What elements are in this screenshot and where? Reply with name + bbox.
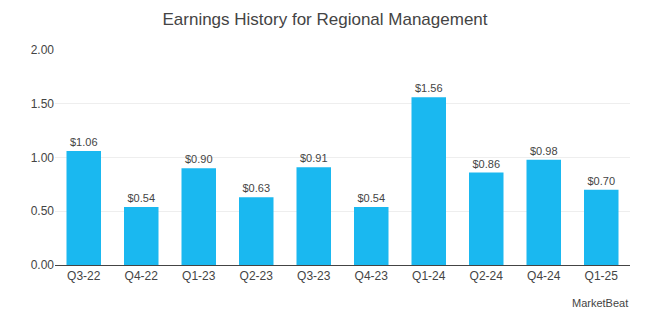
svg-text:Q4-23: Q4-23	[355, 269, 389, 283]
svg-text:$0.54: $0.54	[357, 192, 385, 204]
svg-text:Q3-23: Q3-23	[297, 269, 331, 283]
svg-text:$0.86: $0.86	[472, 158, 500, 170]
svg-text:MarketBeat: MarketBeat	[572, 297, 628, 309]
svg-text:Q3-22: Q3-22	[67, 269, 101, 283]
svg-text:Q1-24: Q1-24	[412, 269, 446, 283]
svg-text:Q1-23: Q1-23	[182, 269, 216, 283]
svg-text:$0.91: $0.91	[300, 152, 328, 164]
svg-text:$0.70: $0.70	[587, 175, 615, 187]
svg-text:Q4-24: Q4-24	[527, 269, 561, 283]
svg-text:Q4-22: Q4-22	[125, 269, 159, 283]
svg-text:$0.98: $0.98	[530, 145, 558, 157]
svg-text:$0.63: $0.63	[242, 182, 270, 194]
svg-text:$1.06: $1.06	[70, 136, 98, 148]
svg-text:0.50: 0.50	[31, 204, 55, 218]
svg-text:2.00: 2.00	[31, 43, 55, 57]
svg-text:$0.90: $0.90	[185, 153, 213, 165]
svg-text:Q2-24: Q2-24	[470, 269, 504, 283]
svg-text:Q1-25: Q1-25	[585, 269, 619, 283]
svg-text:Q2-23: Q2-23	[240, 269, 274, 283]
svg-text:$1.56: $1.56	[415, 82, 443, 94]
svg-text:1.00: 1.00	[31, 151, 55, 165]
svg-text:$0.54: $0.54	[127, 192, 155, 204]
svg-text:1.50: 1.50	[31, 97, 55, 111]
svg-text:Earnings History for Regional: Earnings History for Regional Management	[162, 10, 487, 29]
svg-text:0.00: 0.00	[31, 258, 55, 272]
